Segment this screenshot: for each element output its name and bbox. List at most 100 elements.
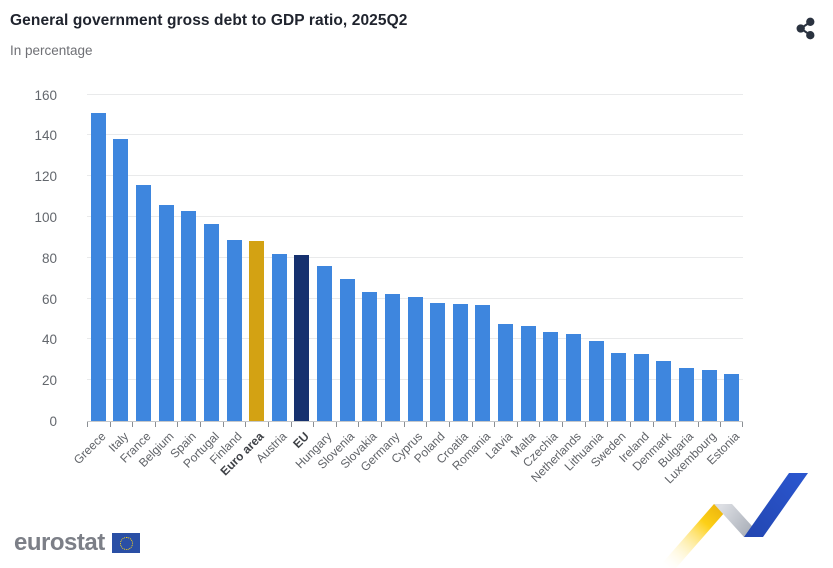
bar-sweden[interactable] [611, 352, 627, 421]
x-tick [720, 422, 722, 427]
y-tick-label-80: 80 [41, 250, 57, 266]
bar-hungary[interactable] [317, 265, 333, 421]
x-tick [358, 422, 360, 427]
y-tick-label-160: 160 [34, 87, 57, 103]
x-tick [222, 422, 224, 427]
bar-latvia[interactable] [498, 324, 514, 421]
bar-slot [155, 92, 178, 421]
bar-slot [268, 92, 291, 421]
bar-slot [675, 92, 698, 421]
bar-series [87, 92, 743, 421]
x-tick [154, 422, 156, 427]
x-tick [562, 422, 564, 427]
bar-estonia[interactable] [724, 374, 740, 421]
bar-slovakia[interactable] [362, 292, 378, 421]
gridline-140 [87, 134, 743, 136]
bar-italy[interactable] [113, 139, 129, 421]
x-tick [516, 422, 518, 427]
y-tick-label-40: 40 [41, 332, 57, 348]
bar-slot [494, 92, 517, 421]
bar-czechia[interactable] [543, 332, 559, 421]
bar-slot [178, 92, 201, 421]
bar-slot [223, 92, 246, 421]
bar-bulgaria[interactable] [679, 367, 695, 421]
bar-slot [291, 92, 314, 421]
bar-netherlands[interactable] [565, 334, 581, 421]
bar-slot [540, 92, 563, 421]
bar-belgium[interactable] [158, 204, 174, 421]
gridline-80 [87, 256, 743, 258]
x-tick [471, 422, 473, 427]
bar-slot [87, 92, 110, 421]
bar-slot [585, 92, 608, 421]
bar-slot [132, 92, 155, 421]
chart-title: General government gross debt to GDP rat… [10, 12, 408, 29]
x-tick [742, 422, 743, 427]
bar-luxembourg[interactable] [701, 370, 717, 421]
x-tick [426, 422, 428, 427]
y-axis-labels: 0 20 40 60 80 100 120 140 160 [0, 88, 57, 429]
x-tick [539, 422, 541, 427]
bar-france[interactable] [136, 185, 152, 421]
x-tick [335, 422, 337, 427]
bar-greece[interactable] [90, 112, 106, 421]
x-tick [607, 422, 609, 427]
y-tick-label-120: 120 [34, 169, 57, 185]
bar-spain[interactable] [181, 210, 197, 421]
bar-slot [630, 92, 653, 421]
x-tick [381, 422, 383, 427]
bar-croatia[interactable] [452, 303, 468, 421]
bar-romania[interactable] [475, 304, 491, 421]
bar-slot [313, 92, 336, 421]
bar-slot [336, 92, 359, 421]
x-tick [584, 422, 586, 427]
x-tick [290, 422, 292, 427]
x-tick [697, 422, 699, 427]
y-tick-label-140: 140 [34, 128, 57, 144]
bar-lithuania[interactable] [588, 341, 604, 421]
gridline-120 [87, 175, 743, 177]
y-tick-label-100: 100 [34, 210, 57, 225]
bar-cyprus[interactable] [407, 296, 423, 421]
bar-ireland[interactable] [633, 353, 649, 421]
x-tick [109, 422, 111, 427]
y-tick-label-60: 60 [41, 291, 57, 307]
bar-euro-area[interactable] [249, 241, 265, 421]
bar-denmark[interactable] [656, 360, 672, 421]
bar-eu[interactable] [294, 254, 310, 421]
bar-finland[interactable] [226, 240, 242, 421]
bar-slovenia[interactable] [339, 279, 355, 421]
bar-austria[interactable] [271, 253, 287, 421]
x-tick [652, 422, 654, 427]
bar-portugal[interactable] [203, 224, 219, 421]
plot-area: Greece Italy France Belgium Spain Portugal Fin… [71, 92, 743, 486]
bar-slot [607, 92, 630, 421]
bar-slot [562, 92, 585, 421]
gridline-160 [87, 93, 743, 95]
gridline-100 [87, 216, 743, 217]
bar-slot [472, 92, 495, 421]
bar-malta[interactable] [520, 326, 536, 421]
share-button[interactable] [792, 14, 819, 46]
bar-slot [245, 92, 268, 421]
bar-poland[interactable] [430, 302, 446, 421]
x-tick [675, 422, 677, 427]
bar-slot [721, 92, 744, 421]
x-tick [132, 422, 134, 427]
bar-germany[interactable] [384, 293, 400, 421]
eu-flag-icon [111, 533, 140, 553]
eurostat-ribbon-graphic [658, 473, 808, 568]
x-tick [267, 422, 269, 427]
bar-slot [698, 92, 721, 421]
x-label-greece: Greece [70, 429, 109, 468]
bar-slot [404, 92, 427, 421]
bar-slot [359, 92, 382, 421]
chart-subtitle: In percentage [10, 43, 93, 58]
share-nodes-icon [796, 17, 815, 40]
eurostat-logo-text: eurostat [14, 529, 105, 556]
bar-slot [381, 92, 404, 421]
bar-slot [653, 92, 676, 421]
x-tick [448, 422, 450, 427]
x-tick [629, 422, 631, 427]
